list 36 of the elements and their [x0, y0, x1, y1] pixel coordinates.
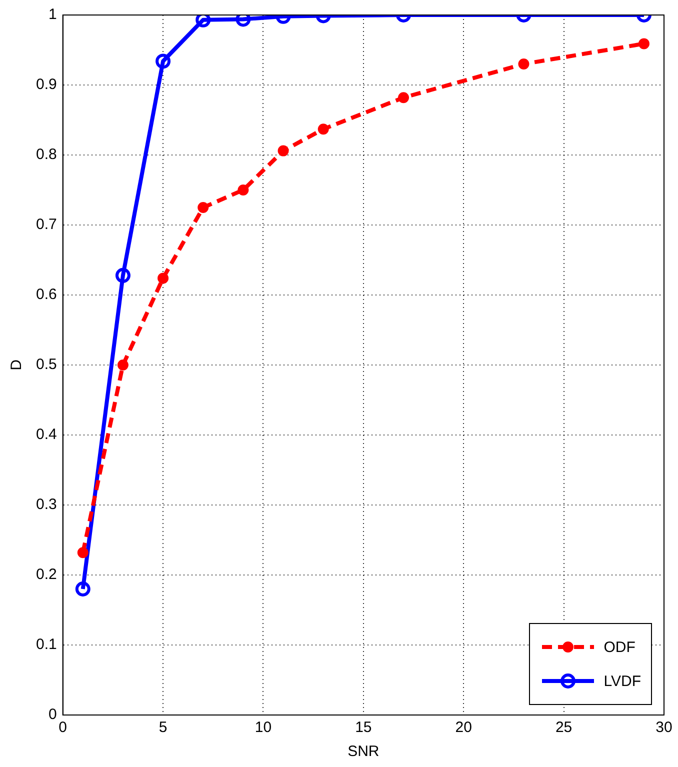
- x-tick-label: 15: [355, 719, 372, 736]
- point: [638, 38, 650, 50]
- point: [318, 124, 329, 135]
- point: [198, 202, 209, 213]
- y-tick-label: 0.7: [36, 216, 57, 234]
- y-tick-label: 0: [48, 706, 57, 724]
- point: [117, 360, 128, 370]
- point: [77, 547, 88, 558]
- point: [398, 92, 410, 104]
- y-axis-title: D: [8, 359, 26, 370]
- x-tick-label: 25: [555, 719, 572, 736]
- x-tick-label: 10: [254, 719, 272, 736]
- x-tick-label: 20: [455, 719, 472, 736]
- point: [156, 54, 171, 69]
- point: [236, 15, 251, 27]
- y-tick-label: 0.6: [36, 286, 57, 304]
- y-tick-label: 0.1: [36, 636, 57, 654]
- x-tick-label: 30: [656, 719, 672, 736]
- legend-label: LVDF: [604, 672, 641, 690]
- point: [196, 15, 211, 28]
- point: [115, 268, 130, 283]
- x-axis-title: SNR: [348, 743, 380, 760]
- point: [75, 582, 90, 596]
- y-tick-label: 0.8: [36, 146, 57, 164]
- point: [158, 272, 169, 284]
- legend-label: ODF: [604, 638, 636, 656]
- y-tick-label: 0.5: [36, 356, 57, 374]
- point: [518, 58, 530, 70]
- y-tick-label: 0.2: [36, 566, 57, 584]
- y-tick-label: 0.4: [36, 426, 57, 444]
- point: [278, 145, 289, 156]
- y-tick-label: 1: [48, 6, 57, 24]
- y-tick-label: 0.9: [36, 76, 57, 94]
- y-tick-label: 0.3: [36, 496, 57, 514]
- x-tick-label: 5: [158, 719, 168, 736]
- point: [238, 184, 249, 196]
